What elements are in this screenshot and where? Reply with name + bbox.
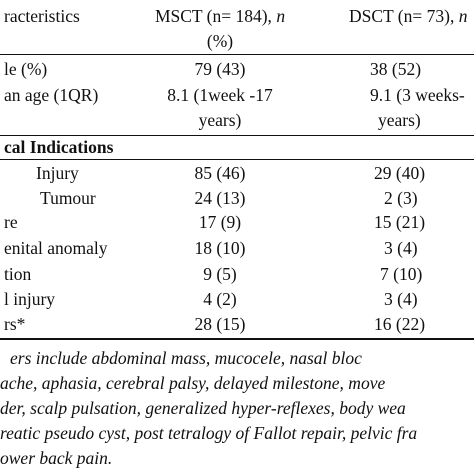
row-msct: 4 (2) — [203, 289, 237, 309]
header-msct-percent: (%) — [206, 31, 234, 51]
row-label: enital anomaly — [4, 238, 108, 258]
header-dsct-n: n — [458, 6, 468, 26]
header-msct: MSCT (n= 184), n — [125, 6, 315, 26]
header-characteristics: racteristics — [4, 6, 80, 26]
header-msct-n: n — [276, 6, 286, 26]
row-label: an age (1QR) — [4, 85, 99, 105]
section-title-rule — [0, 159, 474, 160]
row-dsct: 9.1 (3 weeks- — [370, 85, 465, 105]
section-title: cal Indications — [4, 137, 114, 157]
row-label: l injury — [4, 289, 56, 309]
row-dsct: 3 (4) — [384, 238, 418, 258]
footnote-line: der, scalp pulsation, generalized hyper-… — [0, 398, 406, 418]
row-msct: 28 (15) — [194, 314, 246, 334]
row-msct: 79 (43) — [194, 59, 246, 79]
row-msct: 9 (5) — [203, 264, 237, 284]
row-label: Injury — [36, 163, 79, 183]
row-msct-cont: years) — [198, 110, 242, 130]
row-dsct: 15 (21) — [374, 212, 426, 232]
section-rule — [0, 135, 474, 136]
header-msct-text: MSCT (n= 184), — [154, 6, 277, 26]
row-label: tion — [4, 264, 32, 284]
footnote-line: reatic pseudo cyst, post tetralogy of Fa… — [0, 423, 418, 443]
header-dsct-text: DSCT (n= 73), — [349, 6, 459, 26]
row-dsct-cont: years) — [378, 110, 421, 130]
row-label: re — [4, 212, 18, 232]
row-label: Tumour — [40, 188, 96, 208]
row-msct: 8.1 (1week -17 — [167, 85, 273, 105]
row-dsct: 38 (52) — [370, 59, 422, 79]
row-dsct: 29 (40) — [374, 163, 426, 183]
row-dsct: 7 (10) — [380, 264, 423, 284]
row-msct: 17 (9) — [198, 212, 242, 232]
table-bottom-rule — [0, 338, 474, 340]
row-msct: 18 (10) — [194, 238, 246, 258]
row-dsct: 3 (4) — [384, 289, 418, 309]
row-msct: 24 (13) — [194, 188, 246, 208]
row-dsct: 16 (22) — [374, 314, 426, 334]
header-dsct: DSCT (n= 73), n — [349, 6, 468, 26]
footnote-line: ers include abdominal mass, mucocele, na… — [10, 348, 362, 368]
header-rule — [0, 54, 474, 55]
footnote-line: ache, aphasia, cerebral palsy, delayed m… — [0, 373, 386, 393]
row-label: rs* — [4, 314, 26, 334]
row-label: le (%) — [4, 59, 48, 79]
row-msct: 85 (46) — [194, 163, 246, 183]
footnote-line: ower back pain. — [0, 448, 113, 468]
row-dsct: 2 (3) — [384, 188, 418, 208]
